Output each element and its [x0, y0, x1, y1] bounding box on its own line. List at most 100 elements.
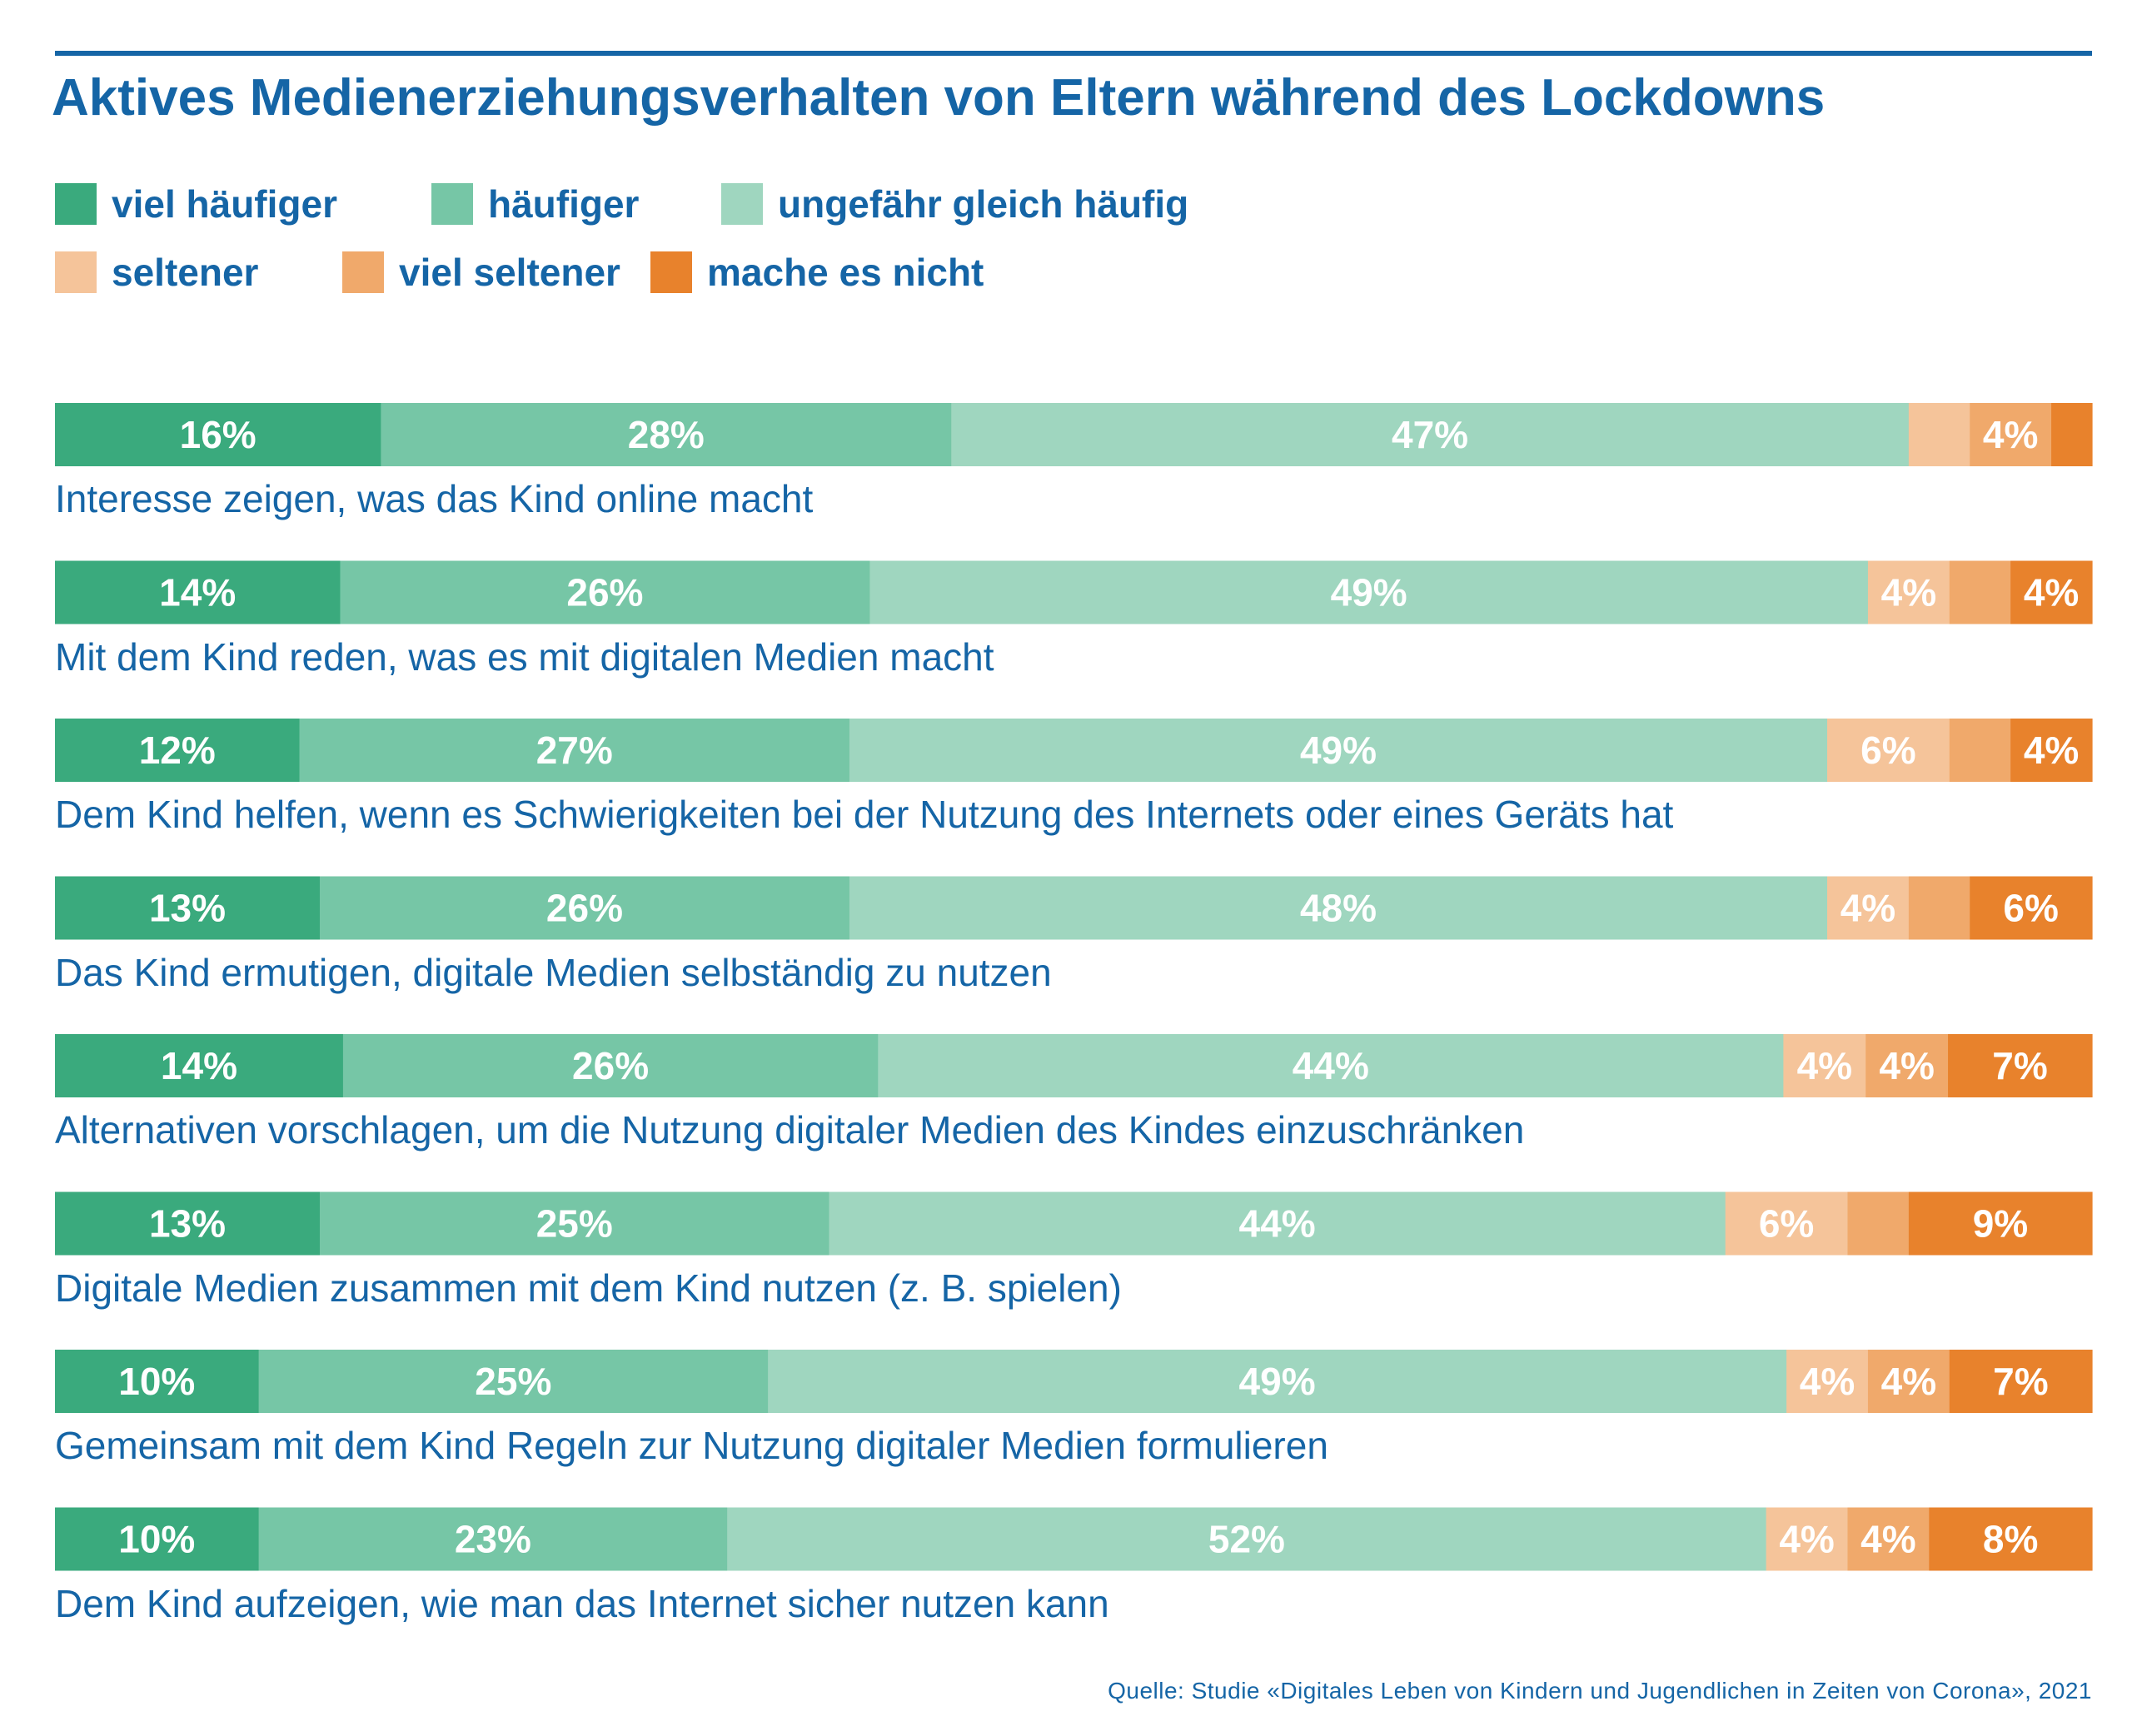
bar-segment [1908, 876, 1970, 940]
category-label: Interesse zeigen, was das Kind online ma… [55, 477, 814, 520]
category-label: Alternativen vorschlagen, um die Nutzung… [55, 1108, 1525, 1152]
data-label: 14% [161, 1044, 237, 1087]
bar-segment [1949, 1350, 2093, 1413]
bar-segment [2010, 560, 2093, 624]
data-label: 4% [1797, 1044, 1852, 1087]
legend-label: ungefähr gleich häufig [778, 182, 1189, 226]
data-label: 4% [2024, 729, 2079, 772]
bar-segment [1949, 560, 2011, 624]
legend-item: häufiger [431, 182, 640, 226]
bar-segment [1847, 1191, 1910, 1256]
legend-item: seltener [55, 251, 259, 294]
data-label: 4% [1841, 887, 1895, 930]
bar-segment [849, 876, 1828, 940]
bar-segment [1766, 1507, 1849, 1571]
data-label: 49% [1300, 729, 1377, 772]
bar-segment [1949, 719, 2011, 782]
legend-swatch [55, 251, 97, 293]
data-label: 4% [1861, 1518, 1915, 1561]
title-rule [55, 51, 2092, 56]
data-label: 26% [572, 1044, 649, 1087]
category-label: Digitale Medien zusammen mit dem Kind nu… [55, 1266, 1122, 1310]
data-label: 6% [1759, 1202, 1814, 1246]
data-label: 6% [2003, 887, 2058, 930]
bar-segment [1783, 1034, 1866, 1097]
bar-segment [55, 1191, 321, 1256]
bar-segment [727, 1507, 1767, 1571]
legend-swatch [55, 183, 97, 225]
bar-segment [1908, 1191, 2093, 1256]
bar-segment [340, 560, 870, 624]
bar-segment [1948, 1034, 2093, 1097]
data-label: 10% [118, 1518, 195, 1561]
data-label: 23% [455, 1518, 531, 1561]
legend-swatch [342, 251, 384, 293]
bar-segment [1867, 1350, 1950, 1413]
bar-segment [299, 719, 850, 782]
bar-segment [258, 1350, 769, 1413]
data-label: 26% [566, 571, 643, 614]
bar-segment [2051, 403, 2093, 466]
legend-label: viel häufiger [112, 182, 337, 226]
bar-segment [1847, 1507, 1930, 1571]
bar-segment [951, 403, 1910, 466]
legend-item: ungefähr gleich häufig [721, 182, 1189, 226]
legend-swatch [650, 251, 692, 293]
bar-segment [319, 876, 850, 940]
data-label: 4% [1881, 1360, 1936, 1403]
legend-label: mache es nicht [707, 251, 984, 294]
data-label: 25% [475, 1360, 551, 1403]
bar-segment [1929, 1507, 2093, 1571]
bar-segment [55, 876, 321, 940]
data-label: 7% [1992, 1044, 2047, 1087]
bar-segment [342, 1034, 879, 1097]
data-label: 4% [1879, 1044, 1934, 1087]
bar-segment [258, 1507, 728, 1571]
bar-segment [381, 403, 952, 466]
data-label: 27% [536, 729, 613, 772]
data-label: 13% [149, 887, 226, 930]
chart-title: Aktives Medienerziehungsverhalten von El… [52, 69, 1826, 127]
bar-segment [1725, 1191, 1849, 1256]
data-label: 6% [1861, 729, 1915, 772]
legend-item: mache es nicht [650, 251, 984, 294]
bar-segment [1866, 1034, 1949, 1097]
legend-label: viel seltener [399, 251, 620, 294]
bar-segment [1786, 1350, 1869, 1413]
data-label: 8% [1983, 1518, 2038, 1561]
legend: viel häufiger häufiger ungefähr gleich häu… [55, 182, 2054, 308]
data-label: 44% [1293, 1044, 1369, 1087]
bar-segment [55, 560, 341, 624]
bar-segment [849, 719, 1828, 782]
data-label: 4% [1779, 1518, 1834, 1561]
bar-segment [1970, 876, 2093, 940]
data-label: 4% [1881, 571, 1936, 614]
bar-segment [869, 560, 1869, 624]
source-note: Quelle: Studie «Digitales Leben von Kind… [1108, 1678, 2092, 1704]
legend-label: häufiger [488, 182, 640, 226]
category-label: Gemeinsam mit dem Kind Regeln zur Nutzun… [55, 1424, 1328, 1467]
legend-item: viel häufiger [55, 182, 337, 226]
bar-segment [55, 1507, 260, 1571]
data-label: 48% [1300, 887, 1377, 930]
bar-segment [829, 1191, 1726, 1256]
data-label: 4% [1800, 1360, 1855, 1403]
data-label: 26% [546, 887, 623, 930]
category-label: Dem Kind helfen, wenn es Schwierigkeiten… [55, 793, 1674, 836]
bar-segment [878, 1034, 1784, 1097]
data-label: 47% [1392, 413, 1468, 456]
bar-segment [1827, 719, 1950, 782]
legend-swatch [431, 183, 473, 225]
legend-label: seltener [112, 251, 259, 294]
data-label: 25% [536, 1202, 613, 1246]
data-label: 12% [139, 729, 216, 772]
data-label: 7% [1993, 1360, 2048, 1403]
data-label: 52% [1208, 1518, 1285, 1561]
data-label: 28% [628, 413, 705, 456]
category-label: Mit dem Kind reden, was es mit digitalen… [55, 634, 994, 679]
category-label: Dem Kind aufzeigen, wie man das Internet… [55, 1581, 1109, 1625]
bar-segment [55, 1350, 260, 1413]
data-label: 44% [1239, 1202, 1316, 1246]
bar-segment [1908, 403, 1970, 466]
